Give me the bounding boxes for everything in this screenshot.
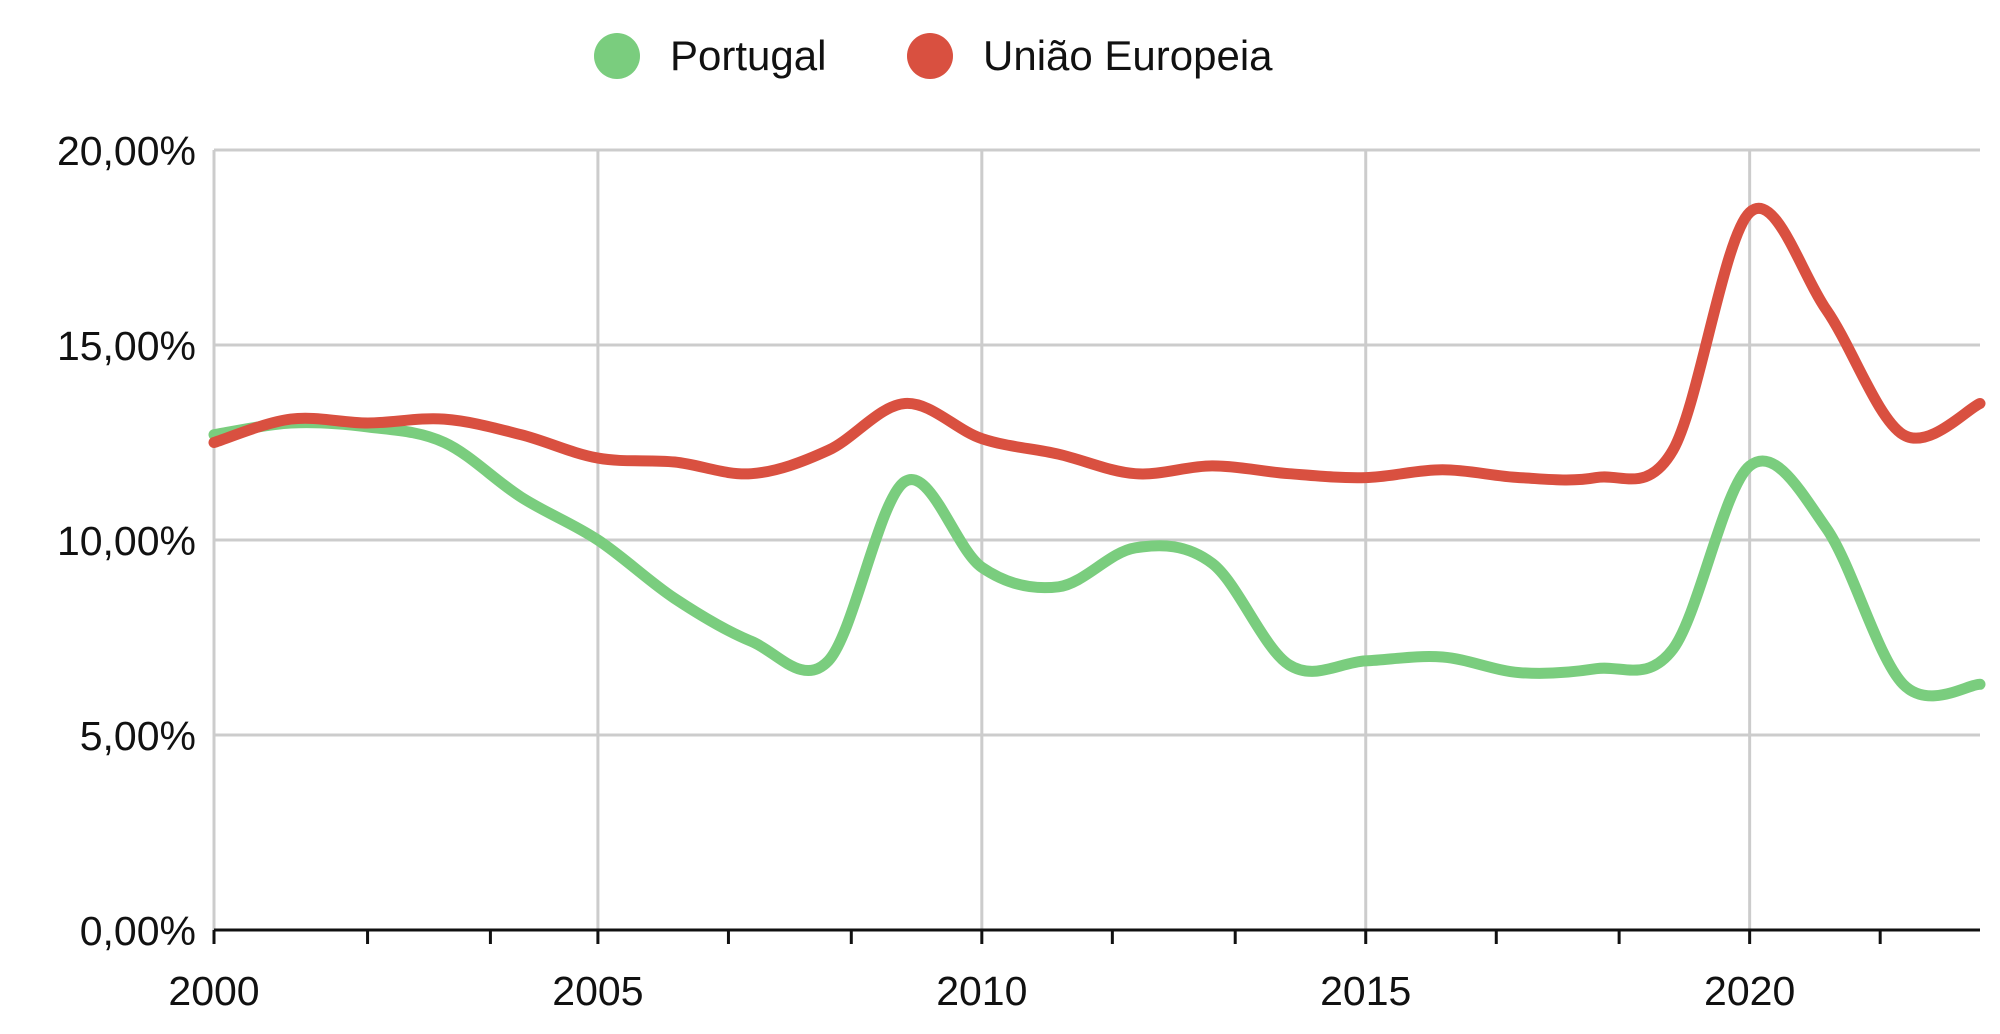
y-tick-label: 0,00% — [80, 908, 196, 954]
legend-label: Portugal — [670, 32, 826, 79]
series-lines — [208, 203, 1986, 702]
y-tick-label: 15,00% — [57, 323, 196, 369]
axes: 0,00% 5,00% 10,00% 15,00% 20,00% 2000 2005 2010… — [57, 128, 1980, 1014]
legend-marker — [907, 33, 953, 79]
y-tick-label: 5,00% — [80, 713, 196, 759]
series-line-1 — [208, 203, 1986, 486]
x-tick-label: 2015 — [1320, 968, 1411, 1014]
x-tick-label: 2010 — [936, 968, 1027, 1014]
x-tick-label: 2000 — [168, 968, 259, 1014]
y-tick-label: 20,00% — [57, 128, 196, 174]
y-tick-label: 10,00% — [57, 518, 196, 564]
x-tick-label: 2020 — [1704, 968, 1795, 1014]
series-line-0 — [208, 417, 1986, 702]
legend-label: União Europeia — [983, 32, 1273, 79]
legend: Portugal União Europeia — [594, 32, 1273, 79]
legend-marker — [594, 33, 640, 79]
x-tick-label: 2005 — [552, 968, 643, 1014]
